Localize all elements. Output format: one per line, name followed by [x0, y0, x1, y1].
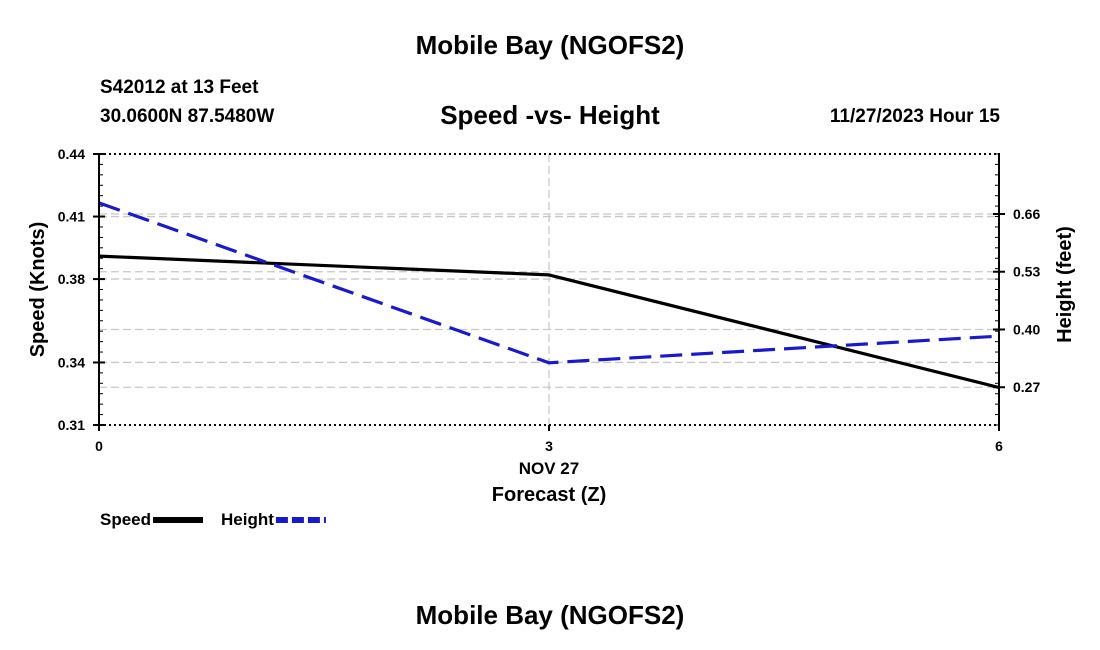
x-tick-label: 3 [545, 438, 553, 454]
coords-label: 30.0600N 87.5480W [100, 106, 275, 127]
y-left-tick-label: 0.41 [58, 209, 85, 225]
x-date-label: NOV 27 [519, 459, 579, 478]
chart-title: Speed -vs- Height [440, 100, 660, 130]
y-right-tick-label: 0.27 [1013, 379, 1040, 395]
y-left-axis-label: Speed (Knots) [27, 222, 49, 358]
station-label: S42012 at 13 Feet [100, 77, 259, 98]
series-line-height [98, 201, 1000, 365]
x-tick-label: 0 [95, 438, 103, 454]
bottom-title: Mobile Bay (NGOFS2) [415, 600, 685, 630]
y-right-tick-label: 0.40 [1013, 321, 1040, 337]
y-left-tick-label: 0.38 [58, 271, 85, 287]
y-right-tick-label: 0.66 [1013, 206, 1040, 222]
y-right-axis-label: Height (feet) [1054, 226, 1076, 343]
x-axis-label: Forecast (Z) [492, 484, 606, 506]
series-line-speed [98, 254, 1000, 390]
y-left-tick-label: 0.34 [58, 354, 85, 370]
legend-label-height: Height [221, 510, 274, 529]
x-tick-label: 6 [995, 438, 1003, 454]
y-left-tick-label: 0.44 [58, 146, 85, 162]
y-left-tick-label: 0.31 [58, 417, 85, 433]
y-right-tick-label: 0.53 [1013, 264, 1040, 280]
datetime-label: 11/27/2023 Hour 15 [829, 106, 1000, 127]
top-title: Mobile Bay (NGOFS2) [415, 30, 685, 60]
legend-label-speed: Speed [100, 510, 151, 529]
